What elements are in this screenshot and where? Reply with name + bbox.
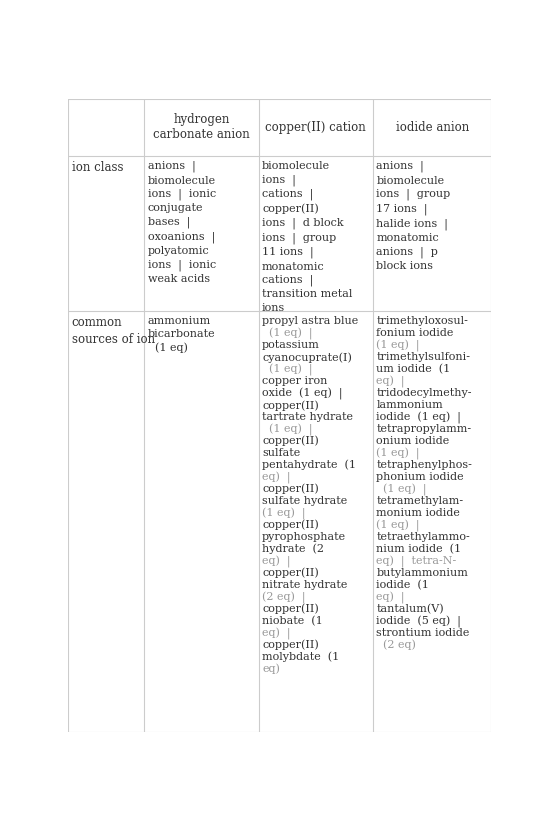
Text: propyl astra blue: propyl astra blue (262, 316, 358, 326)
Text: copper iron: copper iron (262, 376, 328, 386)
Text: eq)  |: eq) | (262, 472, 290, 484)
Text: ammonium
bicarbonate
  (1 eq): ammonium bicarbonate (1 eq) (148, 316, 216, 353)
Text: (2 eq): (2 eq) (376, 639, 416, 650)
Text: eq)  |: eq) | (376, 376, 405, 388)
Text: copper(II): copper(II) (262, 484, 319, 495)
Text: pentahydrate  (1: pentahydrate (1 (262, 460, 356, 471)
Text: nitrate hydrate: nitrate hydrate (262, 579, 347, 589)
Text: (1 eq)  |: (1 eq) | (262, 328, 312, 340)
Text: butylammonium: butylammonium (376, 568, 468, 578)
Text: iodide  (1 eq)  |: iodide (1 eq) | (376, 412, 461, 424)
Text: tetrapropylamm-: tetrapropylamm- (376, 424, 471, 434)
Text: trimethylsulfoni-: trimethylsulfoni- (376, 352, 470, 362)
Text: tetraphenylphos-: tetraphenylphos- (376, 460, 472, 470)
Text: phonium iodide: phonium iodide (376, 472, 464, 481)
Text: tantalum(V): tantalum(V) (376, 603, 444, 614)
Text: eq): eq) (262, 663, 280, 674)
Text: iodide  (5 eq)  |: iodide (5 eq) | (376, 616, 461, 628)
Text: ion class: ion class (72, 160, 123, 174)
Text: (2 eq)  |: (2 eq) | (262, 592, 306, 604)
Text: (1 eq)  |: (1 eq) | (262, 364, 312, 376)
Text: (1 eq)  |: (1 eq) | (262, 508, 306, 520)
Text: tetramethylam-: tetramethylam- (376, 495, 464, 506)
Text: eq)  |: eq) | (376, 592, 405, 604)
Text: iodide anion: iodide anion (395, 121, 469, 134)
Text: iodide  (1: iodide (1 (376, 579, 429, 590)
Text: copper(II) cation: copper(II) cation (265, 121, 366, 134)
Text: copper(II): copper(II) (262, 603, 319, 614)
Text: (1 eq)  |: (1 eq) | (262, 424, 312, 436)
Text: hydrate  (2: hydrate (2 (262, 544, 324, 554)
Text: molybdate  (1: molybdate (1 (262, 652, 339, 662)
Text: (1 eq)  |: (1 eq) | (376, 340, 420, 352)
Text: sulfate hydrate: sulfate hydrate (262, 495, 347, 506)
Text: tridodecylmethy-: tridodecylmethy- (376, 388, 472, 398)
Text: sulfate: sulfate (262, 448, 300, 458)
Text: anions  |
biomolecule
ions  |  group
17 ions  |
halide ions  |
monatomic
anions : anions | biomolecule ions | group 17 ion… (376, 160, 450, 271)
Text: biomolecule
ions  |
cations  |
copper(II)
ions  |  d block
ions  |  group
11 ion: biomolecule ions | cations | copper(II) … (262, 160, 352, 313)
Text: strontium iodide: strontium iodide (376, 628, 470, 638)
Text: (1 eq)  |: (1 eq) | (376, 484, 427, 496)
Text: copper(II): copper(II) (262, 568, 319, 579)
Text: copper(II): copper(II) (262, 520, 319, 530)
Text: tartrate hydrate: tartrate hydrate (262, 412, 353, 422)
Text: nium iodide  (1: nium iodide (1 (376, 544, 461, 554)
Text: pyrophosphate: pyrophosphate (262, 532, 346, 542)
Text: onium iodide: onium iodide (376, 436, 449, 446)
Text: eq)  |  tetra-N-: eq) | tetra-N- (376, 556, 456, 568)
Text: (1 eq)  |: (1 eq) | (376, 520, 420, 532)
Text: lammonium: lammonium (376, 400, 443, 410)
Text: copper(II): copper(II) (262, 639, 319, 650)
Text: hydrogen
carbonate anion: hydrogen carbonate anion (153, 114, 250, 142)
Text: (1 eq)  |: (1 eq) | (376, 448, 420, 460)
Text: copper(II): copper(II) (262, 400, 319, 411)
Text: cyanocuprate(I): cyanocuprate(I) (262, 352, 352, 363)
Text: um iodide  (1: um iodide (1 (376, 364, 450, 374)
Text: fonium iodide: fonium iodide (376, 328, 454, 338)
Text: potassium: potassium (262, 340, 320, 350)
Text: anions  |
biomolecule
ions  |  ionic
conjugate
bases  |
oxoanions  |
polyatomic
: anions | biomolecule ions | ionic conjug… (148, 160, 216, 284)
Text: common
sources of ion: common sources of ion (72, 316, 155, 346)
Text: niobate  (1: niobate (1 (262, 616, 323, 625)
Text: copper(II): copper(II) (262, 436, 319, 446)
Text: oxide  (1 eq)  |: oxide (1 eq) | (262, 388, 342, 400)
Text: trimethyloxosul-: trimethyloxosul- (376, 316, 468, 326)
Text: monium iodide: monium iodide (376, 508, 460, 518)
Text: eq)  |: eq) | (262, 628, 290, 639)
Text: tetraethylammo-: tetraethylammo- (376, 532, 470, 542)
Text: eq)  |: eq) | (262, 556, 290, 568)
